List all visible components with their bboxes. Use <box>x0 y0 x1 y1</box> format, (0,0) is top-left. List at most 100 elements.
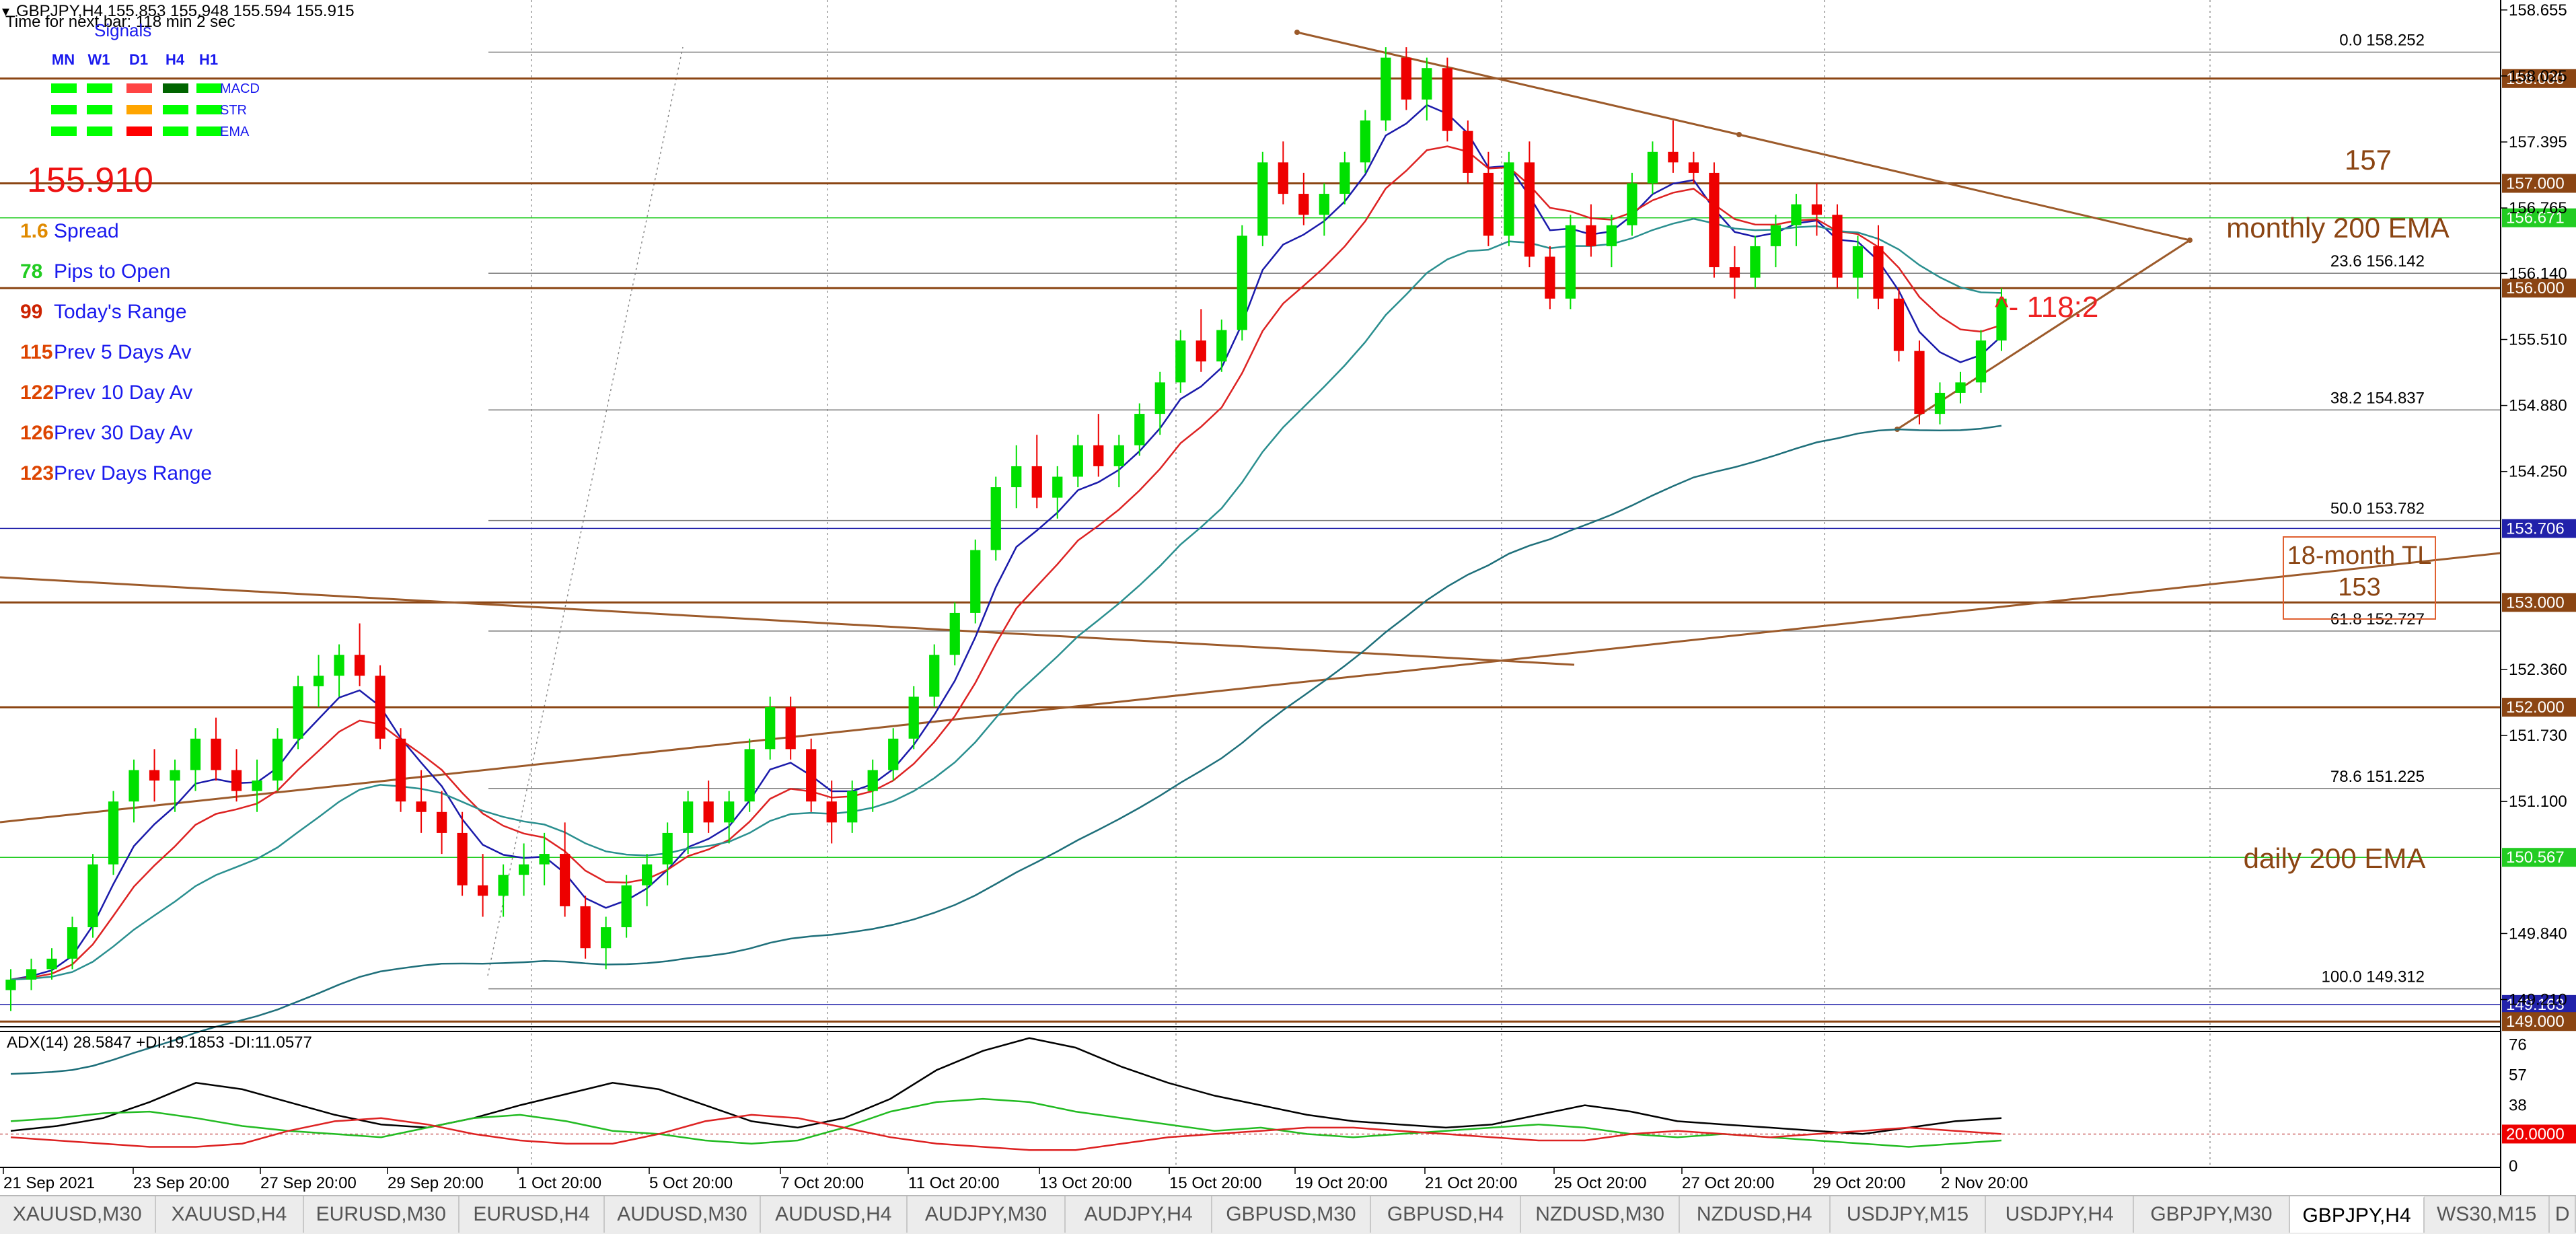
chart-tab[interactable]: AUDUSD,M30 <box>605 1196 761 1233</box>
price-tick-label: 151.100 <box>2509 793 2567 811</box>
annotation-157: 157 <box>2345 144 2392 176</box>
candle-body <box>888 738 899 770</box>
ma-slow-line <box>10 217 2002 981</box>
time-tick-label: 29 Sep 20:00 <box>388 1174 484 1192</box>
chart-tab[interactable]: USDJPY,H4 <box>1986 1196 2135 1233</box>
candle-body <box>970 550 981 613</box>
chart-tab[interactable]: USDJPY,M15 <box>1831 1196 1987 1233</box>
signal-cell <box>163 83 188 93</box>
candle-body <box>1606 225 1617 246</box>
candle-body <box>354 655 365 676</box>
time-tick-label: 19 Oct 20:00 <box>1295 1174 1387 1192</box>
price-level-label: 157.000 <box>2506 175 2565 193</box>
candle-body <box>621 885 632 928</box>
candle-body <box>560 854 571 906</box>
annotation-tl-title: 18-month TL <box>2287 542 2432 570</box>
price-tick-label: 154.880 <box>2509 397 2567 415</box>
candle-body <box>375 676 385 739</box>
chart-tab[interactable]: GBPUSD,M30 <box>1212 1196 1371 1233</box>
candle-body <box>539 854 550 865</box>
chart-tab[interactable]: NZDUSD,H4 <box>1680 1196 1831 1233</box>
price-tick-label: 156.140 <box>2509 264 2567 283</box>
stat-value: 99 <box>20 301 42 323</box>
signal-cell <box>163 105 188 114</box>
stat-value: 1.6 <box>20 220 48 242</box>
candle-body <box>1339 162 1350 194</box>
trend-line <box>1897 239 2191 431</box>
chart-tab-bar: XAUUSD,M30 XAUUSD,H4 EURUSD,M30 EURUSD,H4 AU… <box>0 1195 2576 1234</box>
chart-tab[interactable]: AUDJPY,H4 <box>1066 1196 1213 1233</box>
trend-anchor[interactable] <box>1294 30 1300 35</box>
chart-tab[interactable]: GBPJPY,H4 <box>2289 1196 2425 1233</box>
price-level-label: 149.163 <box>2506 996 2565 1014</box>
trend-line <box>0 576 1575 666</box>
chart-tab[interactable]: D <box>2550 1196 2576 1233</box>
candle-body <box>1832 215 1843 278</box>
candle-body <box>867 770 878 791</box>
signal-timeframe-d1: D1 <box>129 51 148 68</box>
chart-tab[interactable]: GBPUSD,H4 <box>1371 1196 1522 1233</box>
chart-tab[interactable]: XAUUSD,M30 <box>0 1196 156 1233</box>
candle-body <box>1442 68 1452 131</box>
signal-cell <box>196 126 222 136</box>
candle-body <box>1934 392 1946 414</box>
candle-body <box>1668 151 1679 163</box>
chart-tab[interactable]: EURUSD,H4 <box>459 1196 605 1233</box>
chart-tab[interactable]: GBPJPY,M30 <box>2134 1196 2290 1233</box>
stat-value: 78 <box>20 260 42 283</box>
price-level-label: 156.000 <box>2506 279 2565 297</box>
stat-value: 115 <box>20 341 52 363</box>
ma-medium-line <box>10 145 2002 981</box>
price-level-tag <box>2502 593 2576 612</box>
candle-body <box>1154 382 1165 414</box>
fib-level-label: 23.6 156.142 <box>2330 252 2425 270</box>
time-tick-label: 25 Oct 20:00 <box>1554 1174 1646 1192</box>
price-level-label: 158.000 <box>2506 70 2565 88</box>
candlestick-series <box>5 47 2007 1011</box>
candle-body <box>1031 466 1042 498</box>
candle-body <box>806 749 817 802</box>
candle-body <box>580 906 591 949</box>
trend-anchor[interactable] <box>1736 132 1742 137</box>
chart-tab[interactable]: AUDUSD,H4 <box>761 1196 908 1233</box>
candle-body <box>149 770 160 781</box>
candle-body <box>1011 466 1022 488</box>
price-tick-label: 157.395 <box>2509 133 2567 151</box>
candle-body <box>211 738 221 770</box>
stat-value: 126 <box>20 422 54 444</box>
signal-row-label: EMA <box>220 124 250 139</box>
stat-label: Spread <box>54 220 119 242</box>
candle-body <box>1072 445 1083 477</box>
chart-tab[interactable]: WS30,M15 <box>2425 1196 2550 1233</box>
candle-body <box>1381 57 1391 121</box>
close-triangle-icon[interactable]: ▾ <box>2 3 9 20</box>
chart-tab[interactable]: XAUUSD,H4 <box>156 1196 304 1233</box>
signal-cell <box>87 105 112 114</box>
time-tick-label: 13 Oct 20:00 <box>1039 1174 1132 1192</box>
candle-body <box>1627 183 1637 225</box>
candle-body <box>601 927 612 949</box>
signal-cell <box>51 83 77 93</box>
signals-title: Signals <box>94 20 151 40</box>
adx-level-tag <box>2502 1124 2576 1144</box>
trend-anchor[interactable] <box>2187 238 2193 243</box>
candle-body <box>252 781 262 791</box>
signal-cell <box>126 105 152 114</box>
chart-tab[interactable]: EURUSD,M30 <box>304 1196 460 1233</box>
candle-body <box>1113 445 1124 466</box>
chart-tab[interactable]: NZDUSD,M30 <box>1521 1196 1680 1233</box>
price-tick-label: 158.025 <box>2509 67 2567 85</box>
candle-body <box>724 801 735 823</box>
price-tick-label: 154.250 <box>2509 463 2567 481</box>
chart-canvas[interactable]: 158.000 157.000 156.671 156.000 153.706 153.0… <box>0 0 2576 1195</box>
chart-tab[interactable]: AUDJPY,M30 <box>908 1196 1066 1233</box>
candle-body <box>313 676 324 686</box>
candle-body <box>908 696 919 739</box>
signal-cell <box>163 126 188 136</box>
price-tick-label: 158.655 <box>2509 1 2567 20</box>
candle-body <box>1996 298 2007 341</box>
stat-label: Prev Days Range <box>54 462 212 484</box>
stat-label: Pips to Open <box>54 260 170 283</box>
candle-body <box>1688 162 1699 173</box>
